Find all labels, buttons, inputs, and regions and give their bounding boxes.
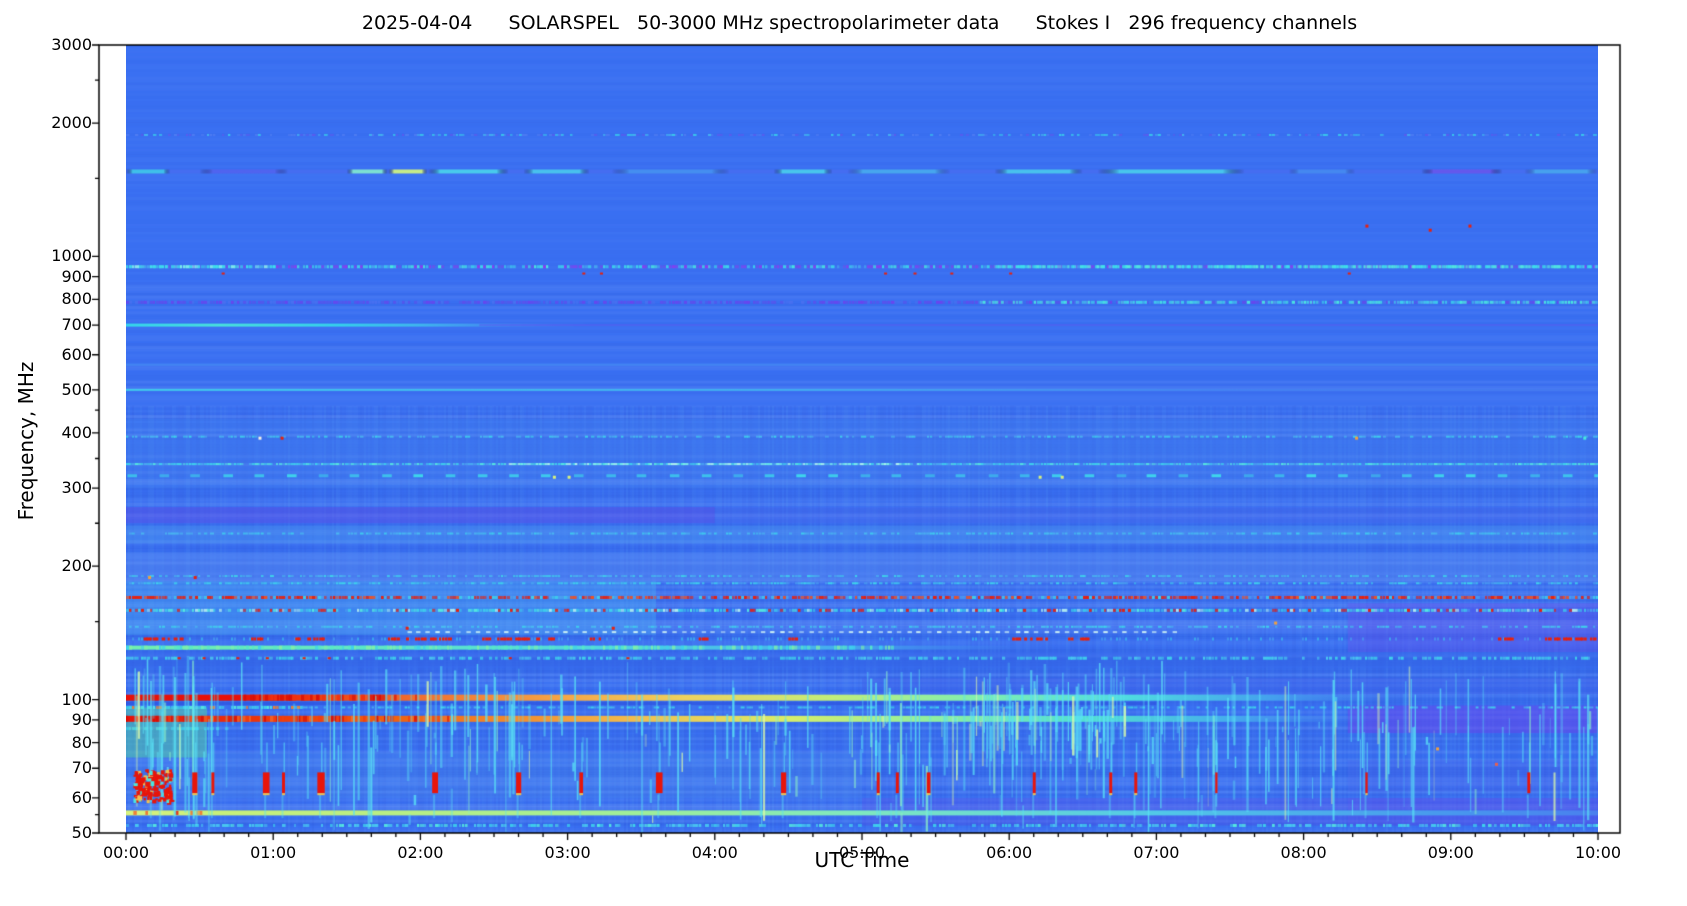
y-tick-label: 700 <box>61 315 92 335</box>
x-tick-label: 08:00 <box>1280 843 1327 862</box>
y-tick-label: 500 <box>61 379 92 399</box>
y-tick-label: 60 <box>71 787 92 807</box>
y-tick-label: 100 <box>61 689 92 709</box>
spectrogram-canvas <box>126 45 1598 833</box>
x-tick-label: 04:00 <box>691 843 738 862</box>
x-tick-label: 03:00 <box>544 843 591 862</box>
x-tick-label: 10:00 <box>1574 843 1622 862</box>
x-tick-label: 01:00 <box>250 843 297 862</box>
y-tick-label: 900 <box>61 266 92 286</box>
x-tick-label: 07:00 <box>1133 843 1180 862</box>
y-tick-label: 600 <box>61 344 92 364</box>
y-tick-label: 800 <box>61 289 92 309</box>
y-tick-label: 300 <box>61 478 92 498</box>
y-axis-label: Frequency, MHz <box>14 361 38 521</box>
y-tick-label: 2000 <box>51 113 92 133</box>
y-tick-label: 50 <box>71 823 92 842</box>
y-tick-label: 80 <box>71 732 92 752</box>
x-tick-label: 05:00 <box>838 843 886 862</box>
x-axis-label: UTC Time <box>814 848 910 872</box>
y-tick-label: 90 <box>71 709 92 729</box>
x-tick-label: 02:00 <box>397 843 444 862</box>
y-tick-label: 200 <box>61 556 92 576</box>
x-tick-label: 09:00 <box>1427 843 1474 862</box>
x-tick-label: 00:00 <box>102 843 150 862</box>
y-tick-label: 1000 <box>51 246 92 266</box>
y-tick-label: 3000 <box>51 35 92 54</box>
x-tick-label: 06:00 <box>986 843 1033 862</box>
chart-title: 2025-04-04 SOLARSPEL 50-3000 MHz spectro… <box>361 12 1358 34</box>
y-tick-label: 70 <box>71 758 92 778</box>
y-tick-label: 400 <box>61 422 92 442</box>
